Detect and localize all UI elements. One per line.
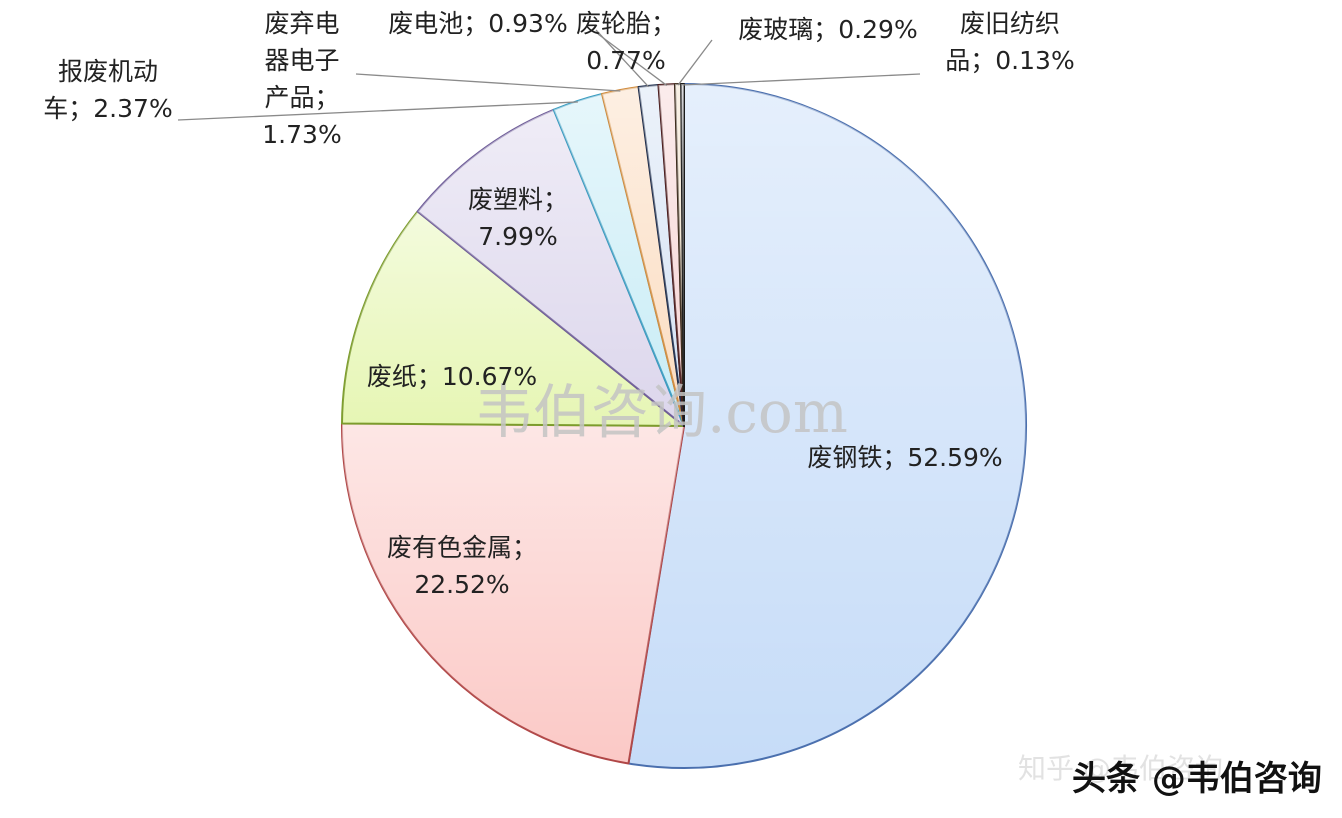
slice-label-line: 废钢铁；52.59% [807, 443, 1002, 472]
toutiao-watermark: 头条 @韦伯咨询 [1072, 759, 1322, 799]
slice-label-line: 车；2.37% [43, 94, 172, 123]
slice-label-line: 产品； [264, 83, 339, 112]
slice-label-5: 报废机动车；2.37% [43, 57, 172, 123]
pie-slice-shade-7 [638, 84, 684, 427]
slice-label-line: 废有色金属； [387, 533, 537, 562]
slice-label-line: 0.77% [586, 46, 665, 75]
pie-slice-shade-10 [681, 83, 684, 427]
leader-line-10 [682, 73, 921, 86]
slice-label-line: 品；0.13% [945, 46, 1074, 75]
slice-label-line: 1.73% [262, 120, 341, 149]
slice-label-line: 废纸；10.67% [367, 362, 537, 391]
leader-line-9 [677, 39, 713, 86]
leader-line-6 [355, 73, 621, 92]
slice-label-line: 废塑料； [468, 185, 568, 214]
slice-label-2: 废有色金属； 22.52% [387, 533, 537, 599]
slice-label-line: 废电池；0.93% [388, 9, 567, 38]
slice-label-line: 废轮胎； [576, 9, 676, 38]
slice-label-line: 报废机动 [58, 57, 158, 86]
slice-label-9: 废玻璃；0.29% [738, 15, 917, 44]
leader-line-8 [597, 33, 668, 86]
slice-label-10: 废旧纺织品；0.13% [945, 9, 1074, 75]
slice-labels: 废钢铁；52.59% 废有色金属； 22.52% 废纸；10.67% 废塑料； 7.99%… [43, 9, 1074, 599]
pie-slice-shade-2 [342, 423, 684, 764]
pie-slice-shade-3 [342, 211, 684, 426]
slice-label-line: 22.52% [414, 570, 509, 599]
slice-label-line: 废旧纺织 [960, 9, 1060, 38]
pie-slice-shade-4 [417, 109, 684, 426]
slice-label-line: 废弃电 [264, 9, 339, 38]
pie-slice-shade-1 [628, 83, 1027, 769]
slice-label-7: 废电池；0.93% [388, 9, 567, 38]
slice-label-line: 废玻璃；0.29% [738, 15, 917, 44]
slice-label-line: 7.99% [478, 222, 557, 251]
pie-slice-shade-5 [553, 93, 684, 427]
slice-label-1: 废钢铁；52.59% [807, 443, 1002, 472]
slice-label-4: 废塑料； 7.99% [468, 185, 568, 251]
leader-line-5 [177, 101, 578, 121]
pie-slices [341, 82, 1028, 769]
slice-label-3: 废纸；10.67% [367, 362, 537, 391]
slice-label-6: 废弃电器电子产品； 1.73% [262, 9, 341, 149]
center-watermark: 韦伯咨询.com [475, 378, 848, 446]
slice-label-line: 器电子 [264, 46, 339, 75]
pie-slice-shade-6 [602, 87, 684, 426]
zhihu-watermark: 知乎 @韦伯咨询 [1018, 752, 1223, 785]
slice-label-8: 废轮胎； 0.77% [576, 9, 676, 75]
pie-slice-shade-8 [658, 84, 684, 427]
leader-lines [177, 29, 921, 121]
